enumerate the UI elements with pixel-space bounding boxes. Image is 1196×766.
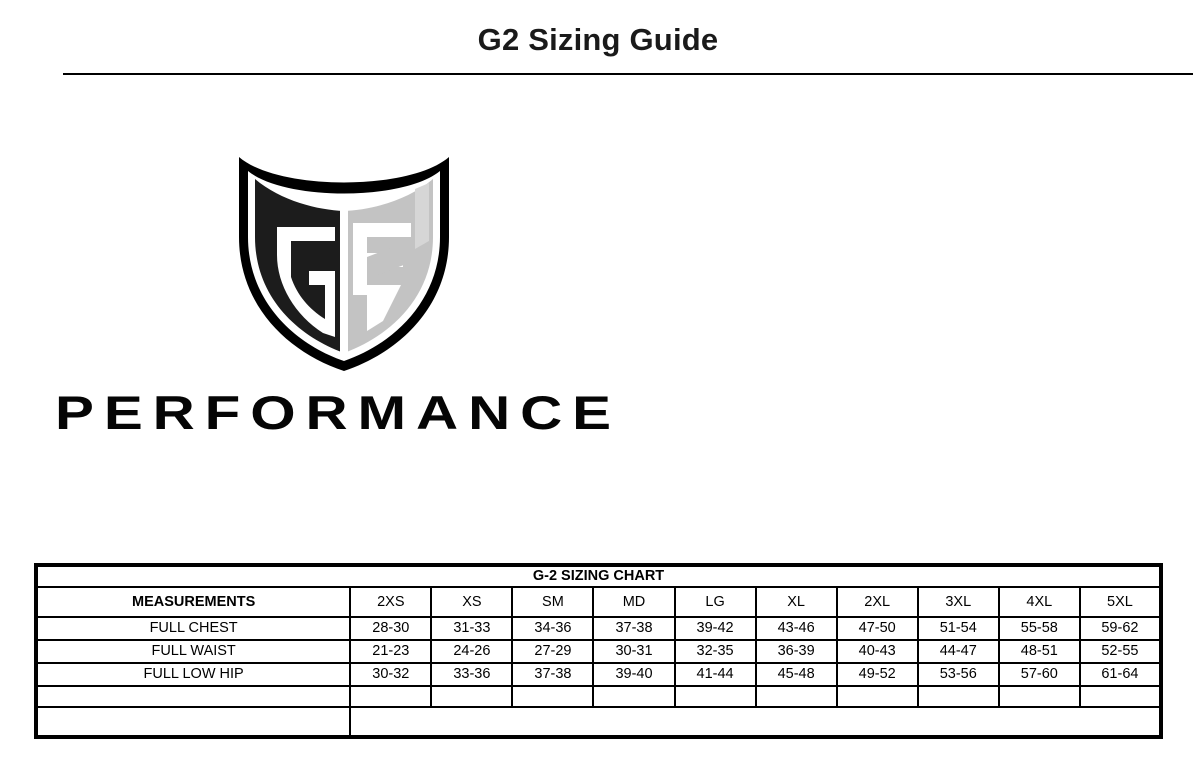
table-cell: 44-47 (916, 639, 1000, 664)
table-cell: 43-46 (754, 616, 838, 641)
page-header: G2 Sizing Guide (0, 0, 1196, 80)
table-cell: 55-58 (997, 616, 1081, 641)
table-cell: 31-33 (430, 616, 514, 641)
table-cell: 36-39 (754, 639, 838, 664)
row-label (34, 685, 352, 708)
table-cell: 28-30 (349, 616, 433, 641)
size-header-xl: XL (754, 586, 838, 618)
performance-wordmark: PERFORMANCE (55, 386, 630, 439)
table-cell: 40-43 (835, 639, 919, 664)
table-cell: 45-48 (754, 662, 838, 687)
brand-logo-block: PERFORMANCE (55, 140, 655, 440)
table-cell: 34-36 (511, 616, 595, 641)
table-cell: 37-38 (592, 616, 676, 641)
table-title-row: G-2 SIZING CHART (35, 564, 1162, 588)
size-header-2xs: 2XS (349, 586, 433, 618)
footer-label-cell (34, 706, 352, 738)
size-header-5xl: 5XL (1078, 586, 1163, 618)
performance-wordmark-text: PERFORMANCE (55, 389, 621, 439)
table-cell: 53-56 (916, 662, 1000, 687)
table-cell (997, 685, 1081, 708)
size-header-lg: LG (673, 586, 757, 618)
row-label: FULL CHEST (34, 616, 352, 641)
table-cell: 61-64 (1078, 662, 1163, 687)
size-header-xs: XS (430, 586, 514, 618)
table-cell: 57-60 (997, 662, 1081, 687)
table-footer-row (34, 706, 1162, 738)
table-cell: 27-29 (511, 639, 595, 664)
table-row: FULL LOW HIP 30-32 33-36 37-38 39-40 41-… (34, 662, 1163, 687)
header-divider-rule (63, 73, 1193, 75)
table-cell: 21-23 (349, 639, 433, 664)
table-header-row: MEASUREMENTS 2XS XS SM MD LG XL 2XL 3XL … (34, 586, 1163, 618)
table-cell: 39-42 (673, 616, 757, 641)
table-cell: 52-55 (1078, 639, 1163, 664)
size-header-md: MD (592, 586, 676, 618)
table-cell: 48-51 (997, 639, 1081, 664)
measurements-header: MEASUREMENTS (34, 586, 352, 618)
table-cell: 30-32 (349, 662, 433, 687)
table-cell: 39-40 (592, 662, 676, 687)
table-cell: 49-52 (835, 662, 919, 687)
row-label: FULL WAIST (34, 639, 352, 664)
size-header-3xl: 3XL (916, 586, 1000, 618)
table-cell (592, 685, 676, 708)
table-row-empty (34, 685, 1163, 708)
row-label: FULL LOW HIP (34, 662, 352, 687)
table-cell (430, 685, 514, 708)
page-title: G2 Sizing Guide (477, 22, 719, 57)
sizing-chart-table: G-2 SIZING CHART MEASUREMENTS 2XS XS SM … (34, 563, 1163, 739)
table-cell (916, 685, 1000, 708)
table-cell (349, 685, 433, 708)
table-cell (511, 685, 595, 708)
table-cell: 33-36 (430, 662, 514, 687)
table-cell: 51-54 (916, 616, 1000, 641)
g2-shield-logo-icon (233, 145, 455, 373)
table-cell: 47-50 (835, 616, 919, 641)
table-cell (673, 685, 757, 708)
table-cell (1078, 685, 1163, 708)
table-cell: 32-35 (673, 639, 757, 664)
size-header-2xl: 2XL (835, 586, 919, 618)
sizing-chart-title: G-2 SIZING CHART (35, 564, 1162, 588)
table-cell: 37-38 (511, 662, 595, 687)
table-cell: 59-62 (1078, 616, 1163, 641)
size-header-4xl: 4XL (997, 586, 1081, 618)
table-row: FULL CHEST 28-30 31-33 34-36 37-38 39-42… (34, 616, 1163, 641)
table-cell: 30-31 (592, 639, 676, 664)
size-header-sm: SM (511, 586, 595, 618)
table-cell (835, 685, 919, 708)
table-cell (754, 685, 838, 708)
table-row: FULL WAIST 21-23 24-26 27-29 30-31 32-35… (34, 639, 1163, 664)
footer-span-cell (349, 706, 1162, 738)
table-cell: 41-44 (673, 662, 757, 687)
sizing-chart-container: G-2 SIZING CHART MEASUREMENTS 2XS XS SM … (34, 563, 1163, 739)
table-cell: 24-26 (430, 639, 514, 664)
